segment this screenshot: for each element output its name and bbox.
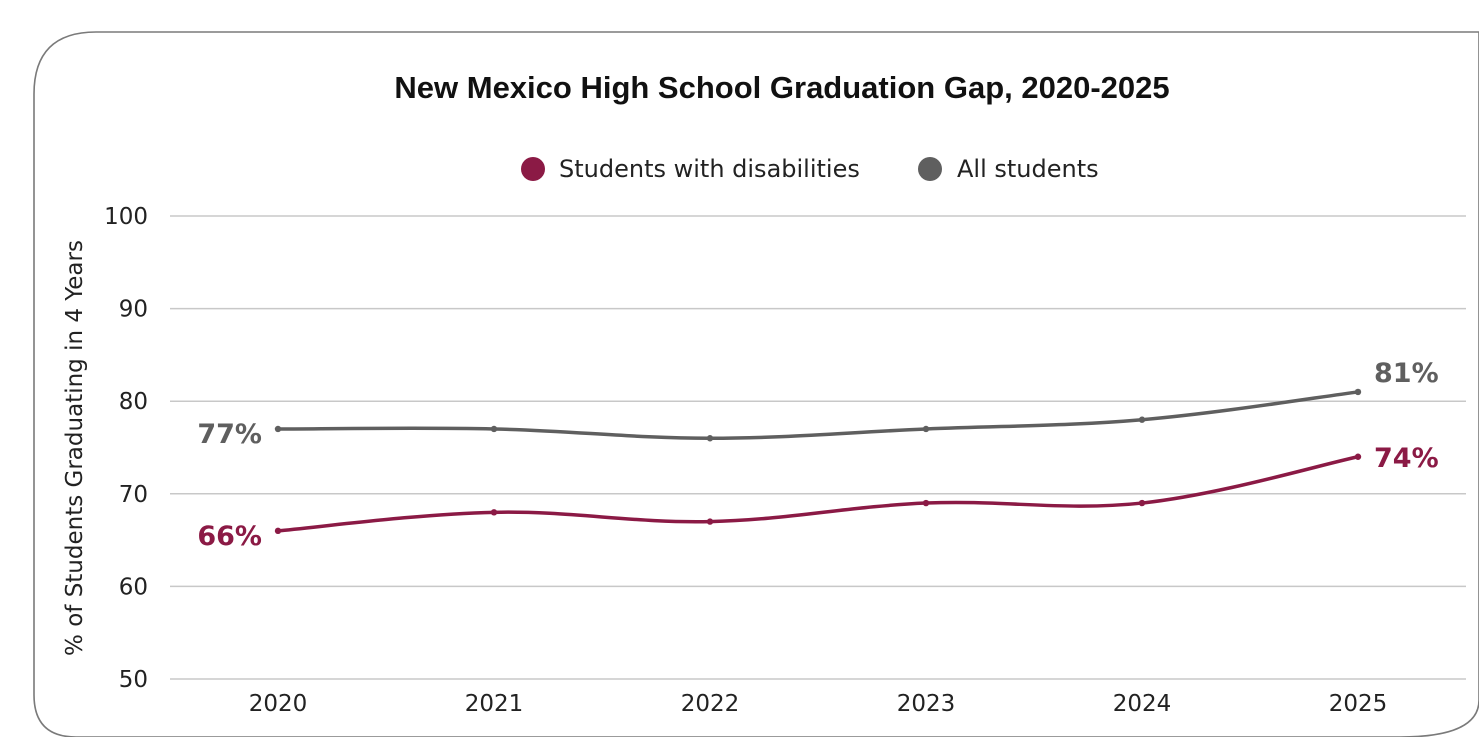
y-axis-ticks: 50 60 70 80 90 100 — [104, 204, 148, 693]
point-students-with-disabilities-2020 — [274, 527, 282, 535]
chart-card-frame — [33, 31, 1479, 737]
point-students-with-disabilities-2023 — [922, 499, 930, 507]
chart-title: New Mexico High School Graduation Gap, 2… — [394, 70, 1169, 105]
x-tick-2023: 2023 — [897, 691, 956, 717]
data-label-all-students-start: 77% — [197, 419, 262, 450]
legend-marker-all-students — [918, 157, 942, 181]
point-students-with-disabilities-2024 — [1138, 499, 1146, 507]
y-tick-50: 50 — [119, 667, 148, 693]
y-tick-60: 60 — [119, 574, 148, 600]
point-all-students-2020 — [274, 425, 282, 433]
point-all-students-2025 — [1354, 388, 1362, 396]
x-axis-ticks: 2020 2021 2022 2023 2024 2025 — [249, 691, 1388, 717]
data-labels: 77% 81% 66% 74% — [197, 358, 1438, 552]
point-all-students-2024 — [1138, 416, 1146, 423]
point-all-students-2021 — [490, 425, 498, 433]
x-tick-2020: 2020 — [249, 691, 308, 717]
y-tick-70: 70 — [119, 482, 148, 508]
point-students-with-disabilities-2022 — [706, 518, 714, 525]
point-students-with-disabilities-2025 — [1354, 453, 1362, 460]
data-label-all-students-end: 81% — [1374, 358, 1439, 389]
data-label-students-with-disabilities-end: 74% — [1374, 443, 1439, 474]
legend-label-all-students: All students — [957, 155, 1099, 183]
x-tick-2025: 2025 — [1329, 691, 1388, 717]
x-tick-2022: 2022 — [681, 691, 740, 717]
y-tick-100: 100 — [104, 204, 148, 230]
y-tick-90: 90 — [119, 297, 148, 323]
point-students-with-disabilities-2021 — [490, 509, 498, 516]
legend-label-students-with-disabilities: Students with disabilities — [559, 155, 860, 183]
legend-marker-students-with-disabilities — [521, 157, 545, 181]
point-all-students-2022 — [706, 435, 714, 442]
x-tick-2021: 2021 — [465, 691, 524, 717]
point-all-students-2023 — [922, 425, 930, 433]
data-label-students-with-disabilities-start: 66% — [197, 521, 262, 552]
y-axis-label: % of Students Graduating in 4 Years — [62, 240, 88, 656]
legend: Students with disabilities All students — [521, 155, 1099, 183]
x-tick-2024: 2024 — [1113, 691, 1172, 717]
series-layer — [274, 388, 1362, 535]
y-tick-80: 80 — [119, 389, 148, 415]
series-line-students-with-disabilities — [276, 455, 1360, 533]
series-line-all-students — [276, 390, 1360, 440]
gridlines — [170, 215, 1466, 680]
